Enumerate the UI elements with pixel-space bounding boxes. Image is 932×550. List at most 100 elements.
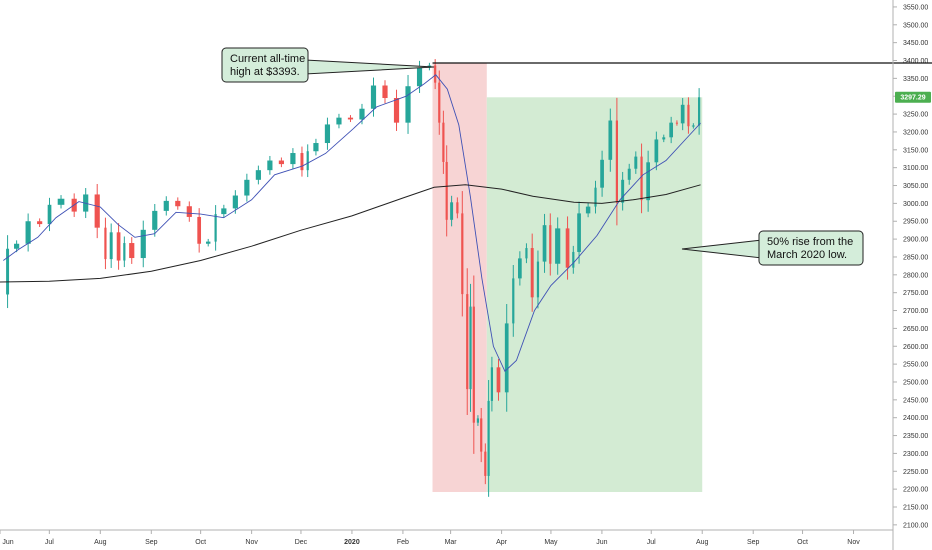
candle-body [434,65,437,83]
x-tick-label: Jun [2,539,13,546]
last-price-value: 3297.29 [900,95,925,102]
y-tick-label: 3350.00 [903,76,928,83]
candle-body [267,160,273,171]
ath-callout-line2: high at $3393. [230,66,300,78]
candle-body [336,117,342,125]
candle-body [512,278,515,324]
candle-body [255,170,261,180]
y-tick-label: 2200.00 [903,487,928,494]
y-tick-label: 2950.00 [903,219,928,226]
candle-body [627,168,631,180]
y-tick-label: 3000.00 [903,201,928,208]
candle-body [621,179,625,203]
candle-body [680,104,685,124]
candle-body [640,156,643,201]
candle-body [646,162,650,201]
candle-body [306,151,309,171]
rise-callout-box [758,230,864,266]
y-tick-label: 2600.00 [903,344,928,351]
ath-callout: Current all-time high at $3393. [221,47,435,83]
candle-body [654,139,659,163]
y-tick-label: 2300.00 [903,451,928,458]
rise-callout-line2: March 2020 low. [767,249,847,261]
y-tick-label: 2900.00 [903,237,928,244]
candle-body [232,195,238,209]
candle-body [244,179,250,196]
candle-body [577,213,581,252]
candle-body [530,248,534,298]
candle-body [461,213,464,295]
highlight-zones [432,63,703,492]
candle-body [37,221,43,225]
candle-body [290,153,296,165]
candle-body [662,137,666,140]
candle-body [25,221,31,244]
y-tick-label: 3150.00 [903,147,928,154]
candle-body [205,241,211,244]
candle-body [438,82,441,123]
y-tick-label: 3250.00 [903,112,928,119]
candle-body [152,210,158,230]
candle-body [175,200,181,207]
x-tick-label: Sep [145,539,158,546]
x-tick-label: Oct [195,539,206,546]
rise-callout: 50% rise from the March 2020 low. [681,230,864,266]
candle-body [129,243,135,259]
candle-body [14,243,20,249]
y-tick-label: 3500.00 [903,22,928,29]
candle-body [186,206,192,217]
y-tick-label: 2150.00 [903,504,928,511]
x-tick-label: Oct [797,539,808,546]
candle-body [691,125,695,127]
x-tick-label: Jun [596,539,607,546]
y-tick-label: 3050.00 [903,183,928,190]
candle-body [347,117,354,120]
candle-body [416,67,423,87]
candle-body [382,85,388,99]
x-tick-label: Dec [295,539,308,546]
candle-body [469,306,472,390]
candle-body [6,248,10,295]
candle-body [600,159,604,188]
candle-body [109,232,113,260]
x-tick-label: Jul [45,539,54,546]
candle-body [472,306,475,423]
y-tick-label: 2500.00 [903,379,928,386]
x-tick-label: Aug [94,539,107,546]
candle-body [57,198,65,205]
x-tick-label: 2020 [344,539,360,546]
candle-body [496,367,501,393]
candle-body [615,120,619,203]
last-price-marker: 3297.29 [895,91,931,103]
candle-body [140,229,146,259]
ath-callout-box [221,47,309,83]
candle-body [585,206,591,214]
y-tick-label: 3450.00 [903,40,928,47]
candle-body [456,202,459,214]
candle-body [221,208,227,215]
last-price-badge [895,91,931,103]
candle-body [163,200,169,211]
y-tick-label: 2700.00 [903,308,928,315]
candle-body [608,120,613,160]
candle-body [313,143,319,152]
candle-body [698,97,701,126]
candle-body [490,367,494,401]
candle-body [518,258,522,279]
candle-body [555,228,561,264]
candle-body [104,227,107,260]
candle-body [675,122,679,124]
candle-body [278,160,284,165]
recovery-zone [486,97,703,492]
candle-body [450,202,454,220]
candle-body [123,243,126,261]
candle-body [442,122,445,162]
candle-body [669,122,674,138]
rise-callout-line1: 50% rise from the [767,236,853,248]
y-tick-label: 2800.00 [903,272,928,279]
y-tick-label: 2650.00 [903,326,928,333]
candle-body [405,86,411,123]
x-tick-label: Nov [847,539,860,546]
